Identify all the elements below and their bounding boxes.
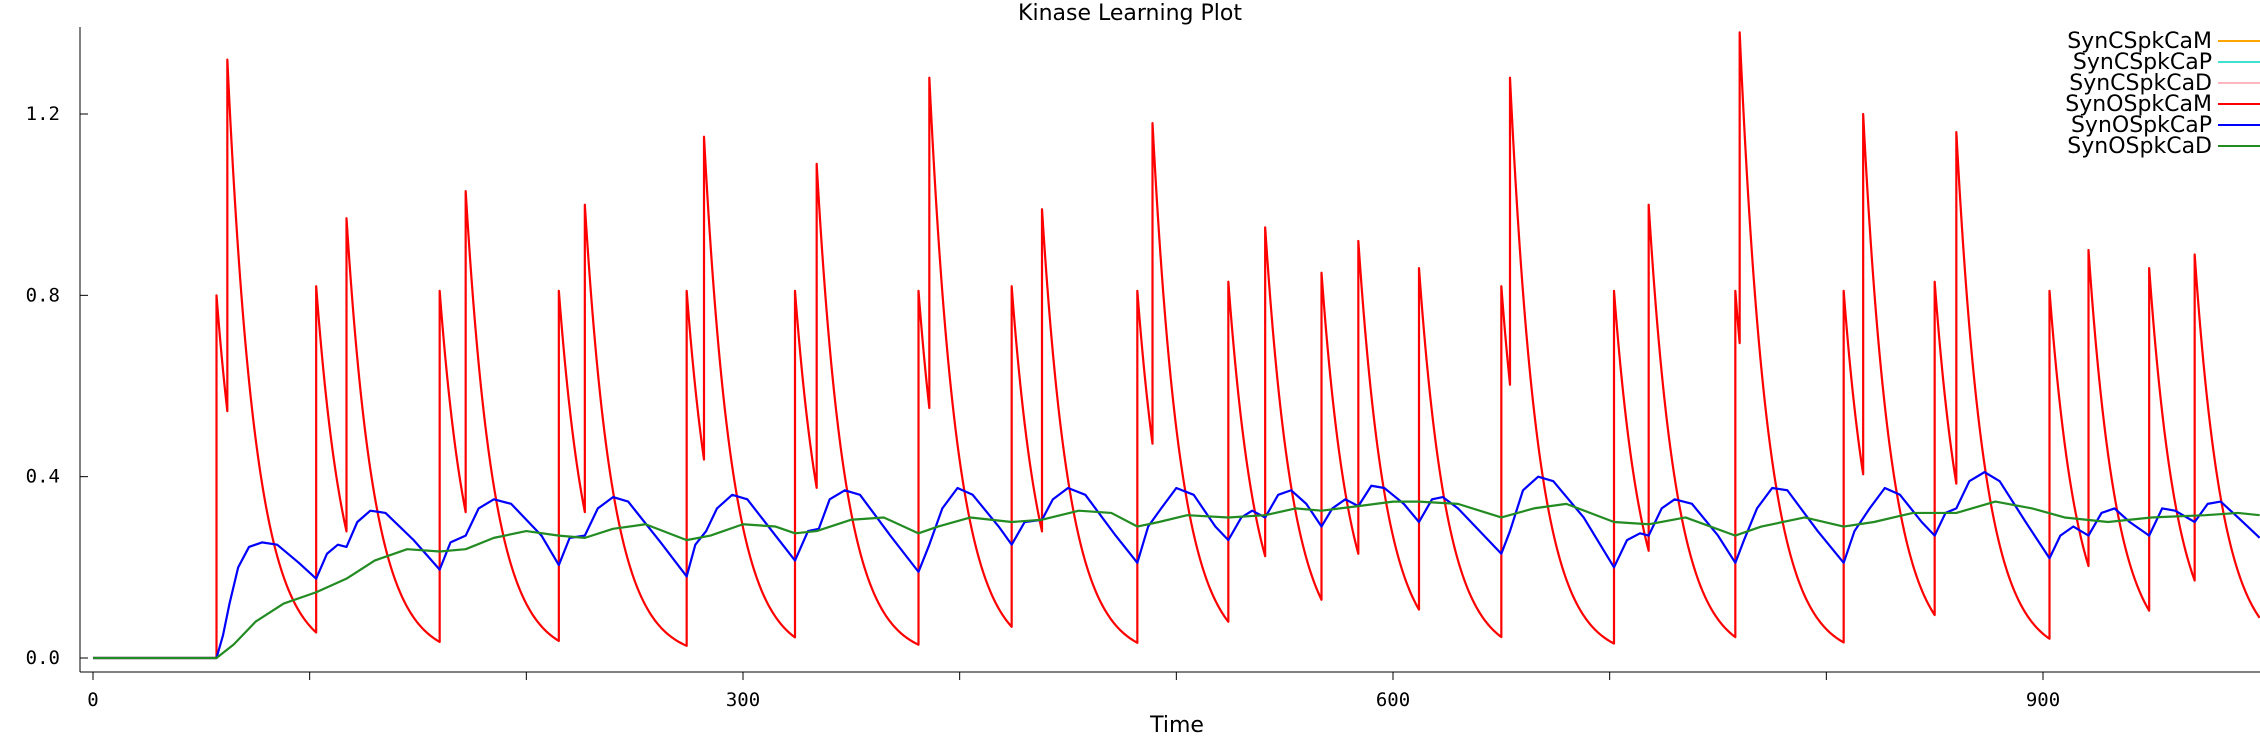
legend-label: SynOSpkCaD	[2067, 134, 2212, 159]
chart-title: Kinase Learning Plot	[1018, 1, 1242, 26]
x-tick-label: 0	[87, 689, 98, 711]
series-line-synospkcam	[93, 31, 2260, 660]
y-tick-label: 0.0	[26, 647, 60, 669]
plot-area	[93, 31, 2260, 660]
series-line-synospkcad	[93, 500, 2260, 660]
x-tick-label: 300	[726, 689, 760, 711]
series-group	[93, 31, 2260, 660]
x-tick-label: 600	[1376, 689, 1410, 711]
axes: 0.0 0.4 0.8 1.2 0 300 600 900	[26, 27, 2260, 711]
y-tick-label: 0.8	[26, 284, 60, 306]
legend-label: SynOSpkCaM	[2065, 92, 2212, 117]
legend-label: SynCSpkCaP	[2073, 50, 2212, 75]
x-tick-label: 900	[2026, 689, 2060, 711]
legend-label: SynOSpkCaP	[2071, 113, 2212, 138]
legend-label: SynCSpkCaD	[2069, 71, 2212, 96]
y-tick-label: 0.4	[26, 466, 60, 488]
x-axis-title: Time	[1149, 713, 1204, 738]
legend: SynCSpkCaMSynCSpkCaPSynCSpkCaDSynOSpkCaM…	[2065, 29, 2260, 159]
y-tick-label: 1.2	[26, 103, 60, 125]
legend-label: SynCSpkCaM	[2067, 29, 2212, 54]
